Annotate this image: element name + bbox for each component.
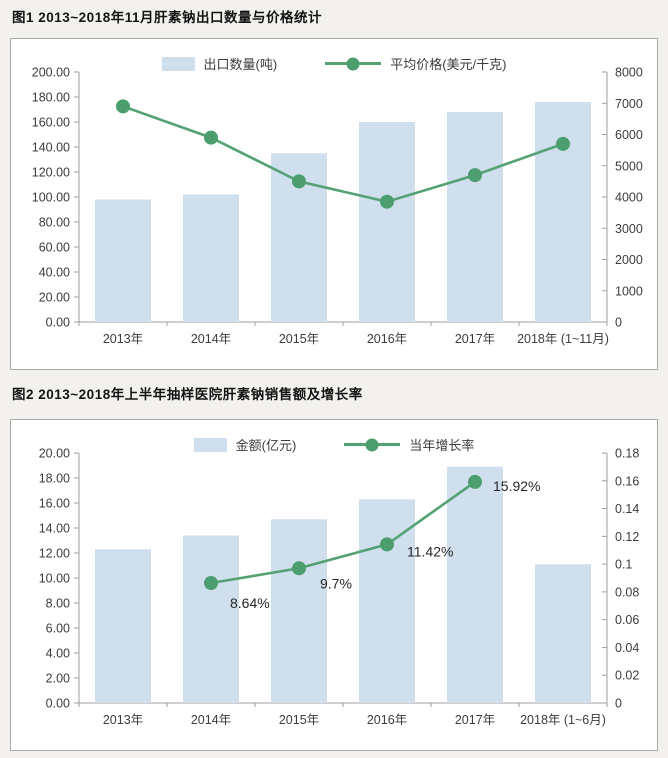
left-axis-tick-label: 2.00 xyxy=(46,672,70,686)
right-axis-tick-label: 0.18 xyxy=(615,447,639,461)
left-axis-tick-label: 80.00 xyxy=(39,216,70,230)
bar-2016年 xyxy=(359,499,415,703)
right-axis-tick-label: 1000 xyxy=(615,284,643,298)
figure1-chart: 200.00 180.00 160.00 140.00 120.00 100.00 80.0… xyxy=(32,66,643,347)
left-axis-tick-label: 120.00 xyxy=(32,166,70,180)
x-axis-category-label: 2018年 (1~6月) xyxy=(520,713,606,727)
bar-2014年 xyxy=(183,194,239,322)
line-marker xyxy=(556,136,570,151)
point-value-label: 9.7% xyxy=(320,575,352,591)
x-axis-category-label: 2014年 xyxy=(191,332,231,346)
left-axis-tick-label: 100.00 xyxy=(32,191,70,205)
point-value-label: 11.42% xyxy=(407,543,453,559)
left-axis-tick-label: 0.00 xyxy=(46,316,70,330)
x-axis-category-label: 2018年 (1~11月) xyxy=(517,332,609,346)
line-marker xyxy=(204,130,218,145)
right-axis-tick-label: 8000 xyxy=(615,66,643,80)
figure2-chart: 20.00 18.00 16.00 14.00 12.00 10.00 8.00 6.00 4.… xyxy=(39,447,640,728)
left-axis-tick-label: 180.00 xyxy=(32,91,70,105)
figure1-panel: 200.00 180.00 160.00 140.00 120.00 100.00 80.0… xyxy=(10,38,658,370)
figure2-title: 图2 2013~2018年上半年抽样医院肝素钠销售额及增长率 xyxy=(12,387,363,402)
left-axis-tick-label: 20.00 xyxy=(39,291,70,305)
right-axis-tick-label: 0.14 xyxy=(615,502,639,516)
left-axis-tick-label: 60.00 xyxy=(39,241,70,255)
right-axis-tick-label: 0.08 xyxy=(615,585,639,599)
right-axis-tick-label: 0.04 xyxy=(615,641,639,655)
x-axis-category-label: 2014年 xyxy=(191,713,231,727)
bar-2014年 xyxy=(183,535,239,703)
line-marker xyxy=(292,561,306,576)
x-axis-category-label: 2013年 xyxy=(103,332,143,346)
line-marker xyxy=(468,168,482,183)
line-marker xyxy=(468,474,482,489)
left-axis-tick-label: 8.00 xyxy=(46,597,70,611)
right-axis-tick-label: 5000 xyxy=(615,159,643,173)
right-axis-tick-label: 0.16 xyxy=(615,474,639,488)
x-axis-category-label: 2016年 xyxy=(367,713,407,727)
right-axis-tick-label: 7000 xyxy=(615,97,643,111)
left-axis-tick-label: 16.00 xyxy=(39,497,70,511)
left-axis-tick-label: 4.00 xyxy=(46,647,70,661)
x-axis-category-label: 2017年 xyxy=(455,713,495,727)
bar-2015年 xyxy=(271,519,327,703)
line-marker xyxy=(116,99,130,114)
left-axis-tick-label: 20.00 xyxy=(39,447,70,461)
bar-2018年 (1~11月) xyxy=(535,102,591,322)
left-axis-tick-label: 0.00 xyxy=(46,697,70,711)
left-axis-tick-label: 12.00 xyxy=(39,547,70,561)
right-axis-tick-label: 2000 xyxy=(615,253,643,267)
right-axis-tick-label: 4000 xyxy=(615,191,643,205)
right-axis-tick-label: 0.02 xyxy=(615,669,639,683)
left-axis-tick-label: 18.00 xyxy=(39,472,70,486)
bar-2016年 xyxy=(359,122,415,322)
line-marker xyxy=(204,576,218,590)
x-axis-category-label: 2016年 xyxy=(367,332,407,346)
line-series-path xyxy=(210,480,476,585)
left-axis-tick-label: 200.00 xyxy=(32,66,70,80)
figure1-title: 图1 2013~2018年11月肝素钠出口数量与价格统计 xyxy=(12,10,322,25)
x-axis-category-label: 2015年 xyxy=(279,713,319,727)
right-axis-tick-label: 0.06 xyxy=(615,613,639,627)
x-axis-category-label: 2015年 xyxy=(279,332,319,346)
bar-2013年 xyxy=(95,549,151,703)
left-axis-tick-label: 10.00 xyxy=(39,572,70,586)
x-axis-category-label: 2013年 xyxy=(103,713,143,727)
x-axis-category-label: 2017年 xyxy=(455,332,495,346)
right-axis-tick-label: 3000 xyxy=(615,222,643,236)
left-axis-tick-label: 160.00 xyxy=(32,116,70,130)
line-marker xyxy=(380,194,394,209)
right-axis-tick-label: 0.12 xyxy=(615,530,639,544)
line-series-path xyxy=(122,105,564,204)
bar-2017年 xyxy=(447,112,503,322)
left-axis-tick-label: 40.00 xyxy=(39,266,70,280)
right-axis-tick-label: 6000 xyxy=(615,128,643,142)
bar-2017年 xyxy=(447,466,503,703)
right-axis-tick-label: 0 xyxy=(615,316,622,330)
figure2-panel: 20.00 18.00 16.00 14.00 12.00 10.00 8.00 6.00 4.… xyxy=(10,419,658,751)
left-axis-tick-label: 140.00 xyxy=(32,141,70,155)
line-marker xyxy=(292,174,306,189)
left-axis-tick-label: 6.00 xyxy=(46,622,70,636)
bar-2013年 xyxy=(95,199,151,322)
line-marker xyxy=(380,537,394,552)
right-axis-tick-label: 0 xyxy=(615,697,622,711)
bar-2018年 (1~6月) xyxy=(535,564,591,703)
point-value-label: 15.92% xyxy=(493,478,540,494)
left-axis-tick-label: 14.00 xyxy=(39,522,70,536)
point-value-label: 8.64% xyxy=(230,595,270,611)
right-axis-tick-label: 0.1 xyxy=(615,558,632,572)
